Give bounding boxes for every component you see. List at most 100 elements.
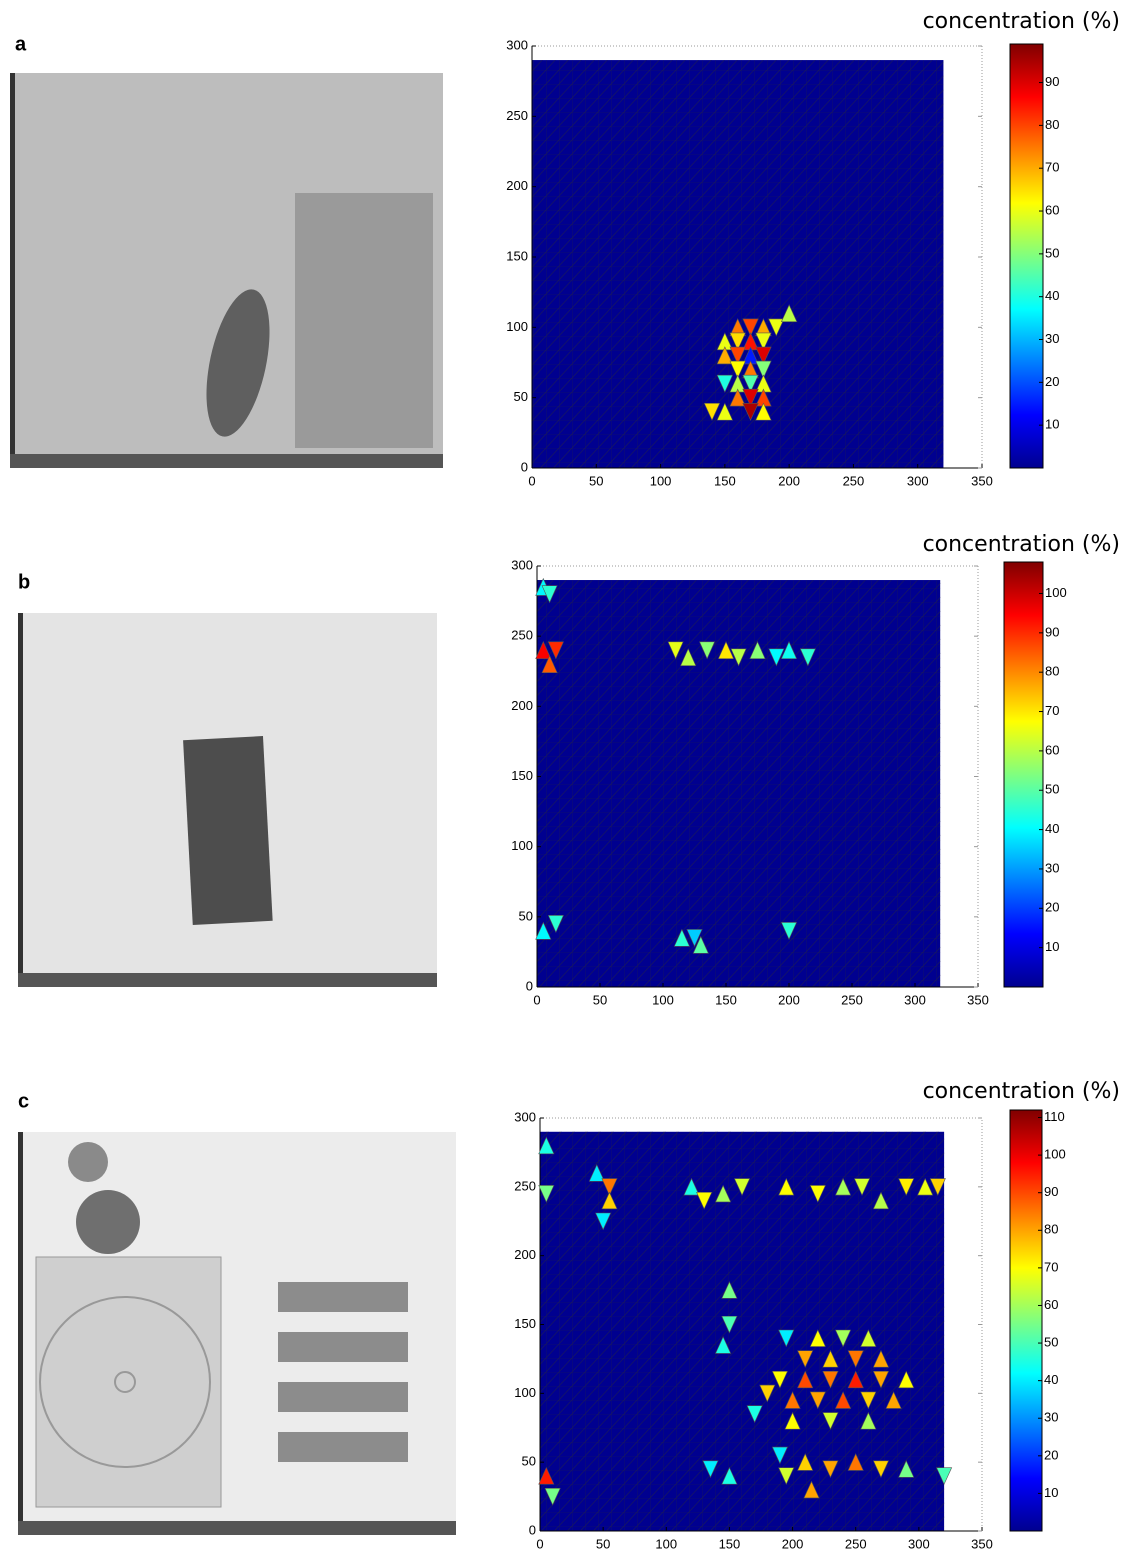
concentration-cell — [799, 648, 816, 667]
concentration-cell — [683, 1177, 700, 1196]
concentration-cell — [673, 928, 690, 947]
colorbar-tick-label: 20 — [1044, 1447, 1058, 1462]
y-tick-label: 150 — [506, 248, 528, 263]
concentration-cell — [853, 1178, 871, 1196]
concentration-cell — [601, 1191, 618, 1210]
colorbar — [1009, 43, 1044, 469]
x-tick-label: 50 — [589, 473, 603, 488]
concentration-cell — [797, 1453, 814, 1471]
concentration-cell — [716, 346, 734, 365]
x-tick-label: 250 — [841, 992, 863, 1007]
mesh-lines — [532, 60, 944, 469]
x-tick-label: 300 — [908, 1536, 930, 1551]
xray-object — [295, 193, 433, 448]
concentration-cell — [588, 1164, 605, 1182]
colorbar-tick-label: 40 — [1045, 821, 1059, 836]
colorbar-tick-label: 20 — [1045, 900, 1059, 915]
concentration-cell — [872, 1349, 890, 1368]
concentration-cell — [755, 346, 772, 365]
x-tick-label: 0 — [536, 1536, 543, 1551]
colorbar-tick-label: 90 — [1044, 1184, 1058, 1199]
concentration-cell — [729, 360, 746, 379]
y-tick-label: 0 — [529, 1522, 536, 1537]
colorbar-tick-label: 80 — [1044, 1222, 1058, 1237]
colorbar-tick-label: 60 — [1044, 1297, 1058, 1312]
xray-frame-bottom — [18, 973, 437, 987]
y-tick-label: 50 — [514, 389, 528, 404]
panel: c 0 50 100 150 200 250 300 350 0 50 100 150 200 250 300… — [18, 1079, 1120, 1551]
concentration-cell — [667, 641, 684, 660]
xray-disc — [114, 1371, 136, 1393]
concentration-cell — [771, 1371, 788, 1389]
colorbar-tick-label: 30 — [1044, 1410, 1058, 1425]
xray-frame-left — [18, 1132, 23, 1535]
concentration-cell — [809, 1329, 826, 1347]
concentration-cell — [721, 1315, 738, 1334]
concentration-cell — [822, 1371, 839, 1389]
y-tick-label: 0 — [526, 978, 533, 993]
x-tick-label: 150 — [714, 473, 736, 488]
concentration-cell — [535, 641, 552, 659]
colorbar-tick-label: 80 — [1045, 117, 1059, 132]
xray-frame-left — [18, 613, 23, 987]
y-tick-label: 50 — [522, 1454, 536, 1469]
colorbar-title: concentration (%) — [923, 532, 1120, 557]
concentration-cell — [936, 1467, 953, 1485]
concentration-cell — [734, 1178, 751, 1196]
y-tick-label: 300 — [511, 557, 533, 572]
concentration-cell — [746, 1405, 763, 1423]
concentration-cell — [715, 1336, 732, 1354]
colorbar-tick-label: 70 — [1045, 703, 1059, 718]
y-tick-label: 200 — [514, 1247, 536, 1262]
xray-object — [35, 1256, 222, 1508]
concentration-cell — [860, 1329, 877, 1347]
colorbar-tick-label: 30 — [1045, 860, 1059, 875]
concentration-cell — [898, 1460, 915, 1478]
concentration-cell — [780, 922, 798, 941]
concentration-cell — [898, 1370, 915, 1389]
concentration-cell — [797, 1350, 814, 1368]
colorbar-title: concentration (%) — [923, 9, 1120, 34]
concentration-cell — [780, 641, 798, 659]
x-tick-label: 0 — [533, 992, 540, 1007]
y-tick-label: 100 — [506, 319, 528, 334]
colorbar-tick-label: 90 — [1045, 624, 1059, 639]
concentration-cell — [860, 1411, 877, 1430]
colorbar-tick-label: 20 — [1045, 374, 1059, 389]
concentration-cell — [835, 1329, 852, 1348]
colorbar-title: concentration (%) — [923, 1079, 1120, 1104]
x-tick-label: 150 — [719, 1536, 741, 1551]
xray-object — [183, 736, 273, 925]
concentration-cell — [538, 1466, 555, 1485]
concentration-cell — [742, 318, 759, 337]
x-tick-label: 350 — [971, 473, 993, 488]
concentration-cell — [809, 1185, 826, 1203]
x-tick-label: 150 — [715, 992, 737, 1007]
y-tick-label: 200 — [511, 698, 533, 713]
x-tick-label: 50 — [596, 1536, 610, 1551]
x-tick-label: 100 — [650, 473, 672, 488]
colorbar-tick-label: 10 — [1045, 417, 1059, 432]
concentration-cell — [860, 1391, 877, 1410]
x-tick-label: 350 — [971, 1536, 993, 1551]
colorbar-tick-label: 110 — [1044, 1109, 1065, 1124]
concentration-cell — [601, 1178, 618, 1196]
colorbar-tick-label: 50 — [1045, 782, 1059, 797]
concentration-cell — [771, 1446, 788, 1465]
colorbar-tick-label: 60 — [1045, 742, 1059, 757]
panel-label: a — [15, 33, 27, 55]
concentration-cell — [742, 388, 759, 407]
concentration-cell — [535, 921, 552, 940]
concentration-cell — [835, 1177, 852, 1196]
xray-disc — [39, 1296, 211, 1468]
colorbar-tick-label: 90 — [1045, 74, 1059, 89]
concentration-cell — [847, 1350, 864, 1368]
colorbar-tick-label: 30 — [1045, 331, 1059, 346]
concentration-cell — [917, 1177, 934, 1196]
colorbar-tick-label: 70 — [1045, 160, 1059, 175]
colorbar-tick-label: 40 — [1044, 1372, 1058, 1387]
x-tick-label: 250 — [843, 473, 865, 488]
concentration-cell — [538, 1136, 555, 1155]
xray-object — [278, 1332, 408, 1362]
xray-object — [278, 1432, 408, 1462]
